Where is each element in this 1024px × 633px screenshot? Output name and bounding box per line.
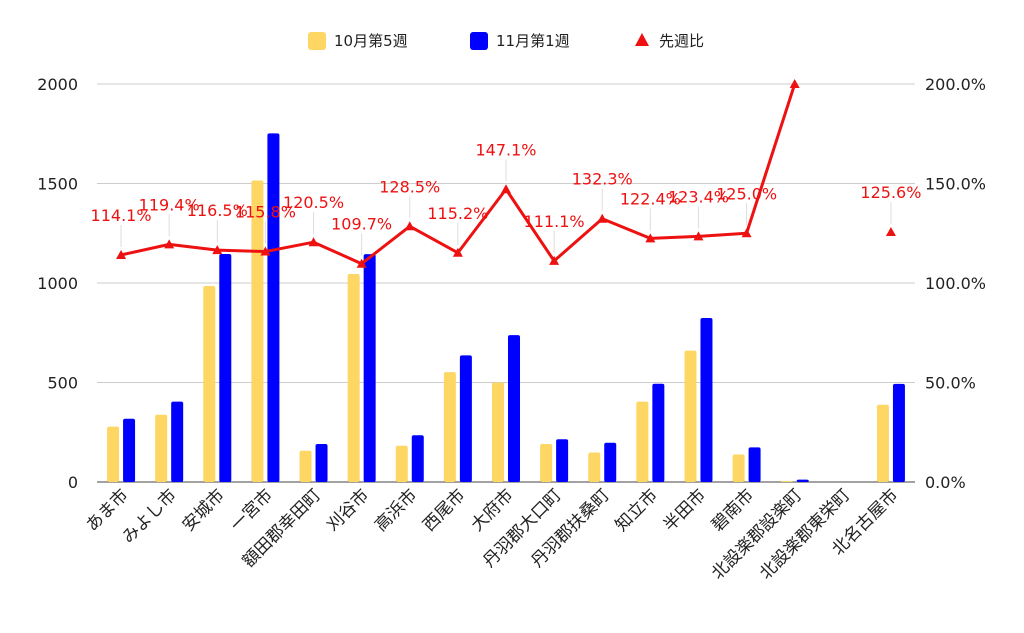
ratio-data-label: 109.7% [331, 215, 392, 234]
bar-11m-w1 [459, 355, 472, 482]
bar-10m-w5 [636, 401, 649, 482]
legend-label: 10月第5週 [334, 32, 408, 50]
gridlines [97, 83, 915, 483]
data-labels: 114.1%119.4%116.5%115.8%120.5% 109.7% 128.… [91, 140, 921, 256]
ratio-data-label: 122.4% [620, 189, 681, 208]
bar-10m-w5 [876, 404, 889, 482]
bar-11m-w1 [652, 383, 665, 482]
bar-11m-w1 [363, 254, 376, 482]
ratio-data-label: 115.2% [427, 204, 488, 223]
ratio-marker [260, 246, 271, 256]
bar-11m-w1 [604, 442, 617, 482]
ratio-data-label: 119.4% [139, 195, 200, 214]
ratio-data-label: 116.5% [187, 201, 248, 220]
right-axis-tick-label: 150.0% [925, 175, 986, 194]
left-axis-tick-label: 500 [47, 374, 78, 393]
ratio-marker [164, 239, 175, 249]
category-label: 半田市 [660, 485, 710, 535]
left-axis-tick-label: 1500 [37, 175, 78, 194]
right-axis-tick-label: 200.0% [925, 75, 986, 94]
left-axis-tick-label: 0 [68, 473, 78, 492]
bar-11m-w1 [700, 318, 713, 482]
bar-11m-w1 [796, 479, 809, 482]
bar-10m-w5 [588, 452, 601, 482]
left-axis-tick-label: 1000 [37, 274, 78, 293]
category-label: 知立市 [612, 485, 662, 535]
ratio-data-label: 147.1% [475, 140, 536, 159]
ratio-marker [693, 231, 704, 241]
bar-11m-w1 [219, 253, 232, 482]
bar-10m-w5 [299, 450, 312, 482]
bar-10m-w5 [347, 274, 360, 482]
ratio-data-label: 123.4% [668, 187, 729, 206]
bar-10m-w5 [540, 443, 553, 482]
ratio-data-label: 111.1% [524, 212, 585, 231]
ratio-marker [356, 258, 367, 268]
bar-10m-w5 [492, 382, 504, 482]
bar-11m-w1 [171, 401, 184, 482]
bar-11m-w1 [508, 335, 520, 482]
legend-label: 先週比 [659, 32, 704, 50]
right-axis-tick-label: 50.0% [925, 374, 976, 393]
legend: 10月第5週 11月第1週 先週比 [308, 32, 704, 50]
bar-10m-w5 [395, 445, 408, 482]
legend-swatch [308, 32, 326, 50]
bar-10m-w5 [780, 481, 793, 482]
bar-10m-w5 [251, 180, 264, 482]
bar-11m-w1 [748, 447, 761, 482]
right-axis-tick-label: 0.0% [925, 473, 966, 492]
category-label: 高浜市 [371, 485, 421, 535]
ratio-data-label: 114.1% [91, 206, 152, 225]
bar-11m-w1 [315, 443, 328, 482]
bar-11m-w1 [123, 418, 136, 482]
ratio-marker [597, 213, 608, 223]
left-axis-tick-label: 2000 [37, 75, 78, 94]
category-label: 安城市 [179, 485, 229, 535]
bar-11m-w1 [267, 133, 280, 483]
ratio-data-label: 128.5% [379, 177, 440, 196]
ratio-data-label: 125.0% [716, 184, 777, 203]
category-label: 刈谷市 [323, 485, 373, 535]
bar-10m-w5 [203, 285, 216, 482]
bar-10m-w5 [443, 372, 456, 482]
bar-10m-w5 [684, 350, 697, 482]
ratio-data-label: 115.8% [235, 203, 296, 222]
bar-11m-w1 [892, 383, 905, 482]
ratio-marker [452, 247, 463, 257]
ratio-line [116, 79, 896, 268]
bar-10m-w5 [732, 454, 745, 482]
legend-swatch [635, 33, 649, 46]
ratio-marker [789, 79, 800, 88]
category-label: みよし市 [118, 485, 180, 547]
ratio-marker [741, 228, 752, 238]
right-axis-tick-label: 100.0% [925, 274, 986, 293]
bar-11m-w1 [411, 435, 424, 482]
ratio-data-label: 120.5% [283, 193, 344, 212]
ratio-marker [116, 249, 127, 259]
ratio-marker [501, 184, 511, 194]
ratio-marker [549, 255, 560, 265]
ratio-marker [308, 237, 319, 247]
ratio-marker [212, 245, 223, 255]
bar-11m-w1 [556, 439, 569, 482]
legend-swatch [470, 32, 488, 50]
category-label: 西尾市 [419, 485, 469, 535]
bars [107, 133, 905, 483]
ratio-marker [645, 233, 656, 243]
bar-10m-w5 [155, 414, 168, 482]
ratio-marker [404, 221, 415, 231]
legend-label: 11月第1週 [496, 32, 570, 50]
ratio-marker [885, 227, 896, 237]
bar-10m-w5 [107, 426, 120, 482]
ratio-data-label: 125.6% [860, 183, 921, 202]
ratio-data-label: 132.3% [572, 170, 633, 189]
